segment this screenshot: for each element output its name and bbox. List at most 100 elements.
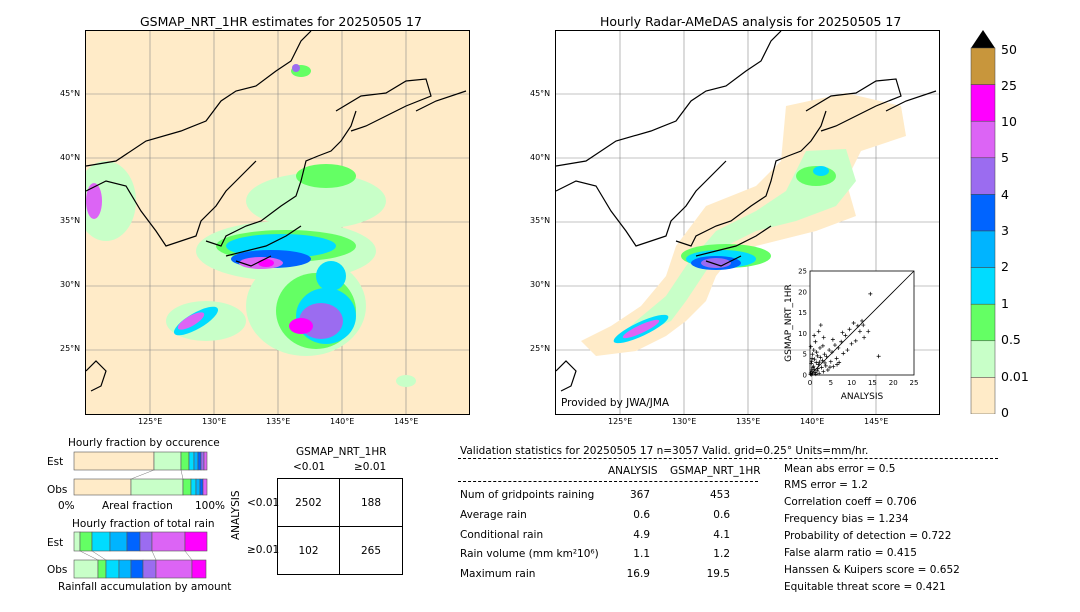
stat-label-gridpoints: Num of gridpoints raining <box>460 489 595 501</box>
cb-label-2: 2 <box>1001 259 1009 274</box>
cb-label-0-01: 0.01 <box>1001 369 1029 384</box>
scatter-point <box>853 338 858 343</box>
right-coastlines <box>556 31 937 392</box>
contingency-cell-11: 265 <box>360 545 382 557</box>
scatter-point <box>866 329 871 334</box>
scatter-ytick-label: 10 <box>798 330 807 338</box>
scatter-yticks: 0 5 10 15 20 25 <box>798 268 807 380</box>
scatter-point <box>813 372 818 377</box>
left-lon-140: 140°E <box>330 417 355 426</box>
score-mae: Mean abs error = 0.5 <box>784 463 896 475</box>
left-lat-40: 40°N <box>60 153 81 162</box>
scatter-point <box>810 352 815 357</box>
occurrence-title: Hourly fraction by occurence <box>68 437 220 449</box>
scatter-point <box>823 363 828 368</box>
cb-label-0: 0 <box>1001 405 1009 420</box>
scatter-ytick-label: 20 <box>798 288 807 296</box>
contingency-col-ge: ≥0.01 <box>354 461 387 473</box>
left-lat-45: 45°N <box>60 89 81 98</box>
scatter-xtick-label: 5 <box>829 379 833 387</box>
left-lat-25: 25°N <box>60 344 81 353</box>
occurrence-axis-100: 100% <box>195 500 226 512</box>
colorbar-segment <box>970 47 996 85</box>
left-map-title: GSMAP_NRT_1HR estimates for 20250505 17 <box>140 14 422 29</box>
left-map-svg <box>86 31 469 414</box>
scatter-point <box>843 333 848 338</box>
contingency-cell-10: 102 <box>298 545 319 557</box>
scatter-point <box>862 335 867 340</box>
scatter-ytick-label: 15 <box>798 309 807 317</box>
scatter-inset: 0 5 10 15 20 25 0 5 10 15 20 25 ANALYSIS GSMAP_NRT… <box>780 262 920 403</box>
validation-header: Validation statistics for 20250505 17 n=… <box>460 445 869 457</box>
total-rain-title: Hourly fraction of total rain <box>72 518 215 530</box>
scatter-point <box>851 321 856 325</box>
right-lon-145: 145°E <box>864 417 889 426</box>
occurrence-obs-label: Obs <box>47 484 68 496</box>
colorbar-segment <box>970 230 996 268</box>
scatter-point <box>834 356 839 361</box>
contingency-title: GSMAP_NRT_1HR <box>296 446 387 458</box>
left-precip-map <box>85 30 470 415</box>
colorbar-segment <box>970 194 996 232</box>
score-pod: Probability of detection = 0.722 <box>784 530 952 542</box>
scatter-point <box>818 323 823 328</box>
colorbar-segment <box>970 340 996 378</box>
right-map-svg <box>556 31 939 414</box>
validation-header-rule <box>458 458 998 459</box>
scatter-point <box>810 356 815 361</box>
scatter-point <box>813 339 818 344</box>
scatter-xtick-label: 20 <box>889 379 898 387</box>
stat-gsmap-average: 0.6 <box>713 509 730 521</box>
scatter-point <box>820 343 825 348</box>
right-lat-25: 25°N <box>530 344 551 353</box>
colorbar-segment <box>970 157 996 195</box>
total-rain-est-bar <box>73 531 208 552</box>
scatter-ytick-label: 25 <box>798 268 807 276</box>
scatter-plot: 0 5 10 15 20 25 0 5 10 15 20 25 ANALYSIS GSMAP_NRT… <box>784 268 918 403</box>
occurrence-bars <box>73 451 209 497</box>
stat-analysis-gridpoints: 367 <box>629 489 650 501</box>
cb-label-1: 1 <box>1001 296 1009 311</box>
scatter-point <box>816 362 821 367</box>
total-rain-est-label: Est <box>47 537 64 549</box>
scatter-point <box>820 358 825 363</box>
colorbar-overflow-triangle <box>971 30 995 48</box>
total-rain-connectors <box>79 550 193 561</box>
colorbar-segment <box>970 377 996 415</box>
stat-gsmap-gridpoints: 453 <box>709 489 730 501</box>
scatter-point <box>840 330 845 335</box>
contingency-hdivider <box>278 526 402 527</box>
scatter-point <box>831 364 836 369</box>
scatter-point <box>836 345 841 350</box>
scatter-point <box>812 333 817 338</box>
scatter-point <box>855 323 860 328</box>
contingency-row-ge: ≥0.01 <box>247 544 280 556</box>
occurrence-obs-bar <box>73 478 208 496</box>
stat-label-maximum: Maximum rain <box>460 568 536 580</box>
radar-credit: Provided by JWA/JMA <box>561 397 670 409</box>
scatter-point <box>812 357 817 362</box>
scatter-point <box>809 359 814 364</box>
stat-label-volume: Rain volume (mm km²10⁶) <box>460 548 599 560</box>
occurrence-svg <box>73 451 208 496</box>
cb-label-10: 10 <box>1001 114 1017 129</box>
left-coastlines <box>86 31 467 392</box>
occurrence-connectors <box>130 469 184 480</box>
scatter-point <box>839 339 844 344</box>
scatter-point <box>830 337 835 342</box>
score-correlation: Correlation coeff = 0.706 <box>784 496 917 508</box>
left-lat-30: 30°N <box>60 280 81 289</box>
scatter-point <box>876 354 881 359</box>
scatter-point <box>860 318 864 323</box>
scatter-ytick-label: 0 <box>803 372 807 380</box>
stat-label-conditional: Conditional rain <box>460 529 544 541</box>
scatter-point <box>849 341 854 346</box>
score-rmse: RMS error = 1.2 <box>784 479 868 491</box>
left-lon-130: 130°E <box>202 417 227 426</box>
score-frequency-bias: Frequency bias = 1.234 <box>784 513 909 525</box>
cb-label-0-5: 0.5 <box>1001 332 1021 347</box>
scatter-point <box>825 368 830 373</box>
scatter-point <box>817 345 822 350</box>
scatter-point <box>828 359 833 364</box>
validation-col-gsmap: GSMAP_NRT_1HR <box>670 465 761 477</box>
